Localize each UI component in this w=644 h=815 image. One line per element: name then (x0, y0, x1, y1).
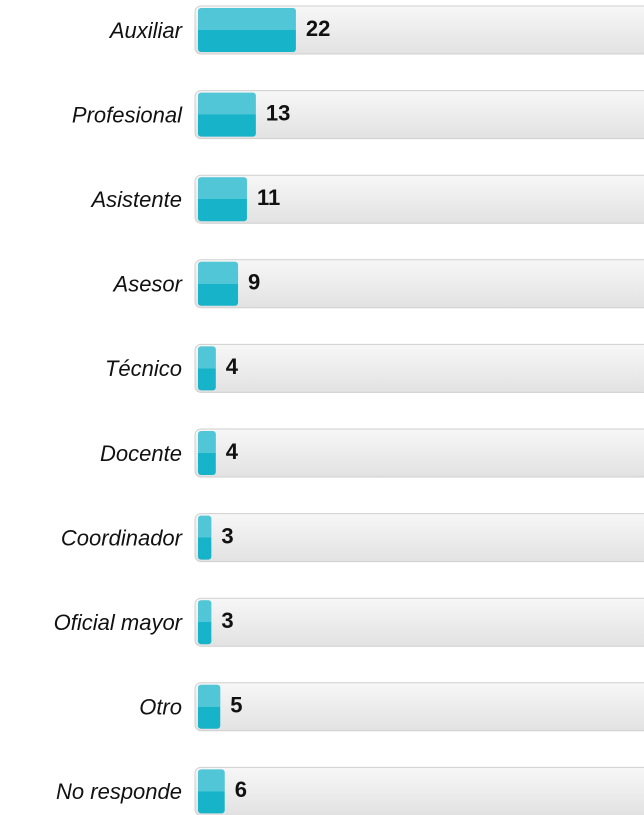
track (194, 428, 644, 478)
track (194, 597, 644, 647)
bar-highlight (198, 177, 247, 222)
value-label: 3 (221, 523, 233, 548)
category-label: Técnico (105, 356, 182, 381)
category-label: Auxiliar (108, 18, 184, 43)
track (194, 513, 644, 563)
value-label: 9 (248, 270, 260, 295)
category-label: Docente (100, 441, 182, 466)
bar-highlight (198, 600, 212, 645)
category-label: Coordinador (61, 525, 184, 550)
category-label: No responde (56, 779, 182, 804)
value-label: 4 (226, 354, 239, 379)
category-label: Asistente (90, 187, 183, 212)
bar-highlight (198, 346, 216, 391)
track (194, 259, 644, 309)
category-label: Profesional (72, 102, 183, 127)
value-label: 13 (266, 100, 290, 125)
value-label: 4 (226, 439, 239, 464)
track (194, 343, 644, 393)
value-label: 5 (230, 693, 242, 718)
bar-highlight (198, 431, 216, 475)
track (194, 766, 644, 815)
bar-highlight (198, 261, 239, 306)
value-label: 22 (306, 16, 330, 41)
value-label: 3 (221, 608, 233, 633)
category-label: Asesor (112, 272, 184, 297)
category-label: Otro (139, 695, 182, 720)
bar-highlight (198, 515, 212, 560)
track (194, 174, 644, 224)
bar-highlight (198, 684, 221, 729)
value-label: 6 (235, 777, 247, 802)
value-label: 11 (257, 185, 280, 210)
track (194, 90, 644, 140)
category-label: Oficial mayor (54, 610, 184, 635)
bar-highlight (198, 769, 225, 814)
track (194, 5, 644, 55)
bar-highlight (198, 92, 256, 137)
bar-highlight (198, 8, 296, 52)
track (194, 682, 644, 732)
